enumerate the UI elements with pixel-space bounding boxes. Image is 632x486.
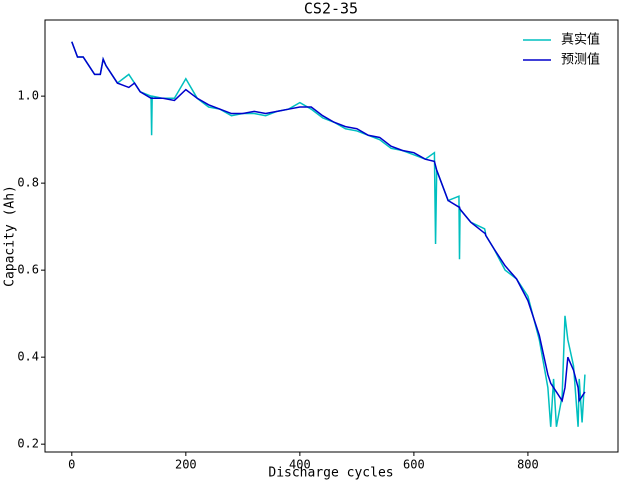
x-tick-label: 800 <box>517 458 539 472</box>
x-axis-label: Discharge cycles <box>268 466 393 481</box>
plot-frame <box>44 19 619 453</box>
x-tick-label: 0 <box>68 458 75 472</box>
y-tick-label: 1.0 <box>17 89 39 103</box>
chart-title: CS2-35 <box>304 0 358 18</box>
y-axis-label: Capacity (Ah) <box>3 185 18 287</box>
y-tick-label: 0.6 <box>17 263 39 277</box>
x-tick-label: 200 <box>175 458 197 472</box>
legend-label: 真实值 <box>561 32 600 48</box>
data-line <box>71 41 586 427</box>
legend-label: 预测值 <box>561 52 600 68</box>
x-tick-label: 600 <box>403 458 425 472</box>
x-tick-label: 400 <box>289 458 311 472</box>
y-tick-label: 0.4 <box>17 350 39 364</box>
data-line <box>71 41 586 403</box>
y-tick-label: 0.2 <box>17 437 39 451</box>
y-tick-label: 0.8 <box>17 176 39 190</box>
